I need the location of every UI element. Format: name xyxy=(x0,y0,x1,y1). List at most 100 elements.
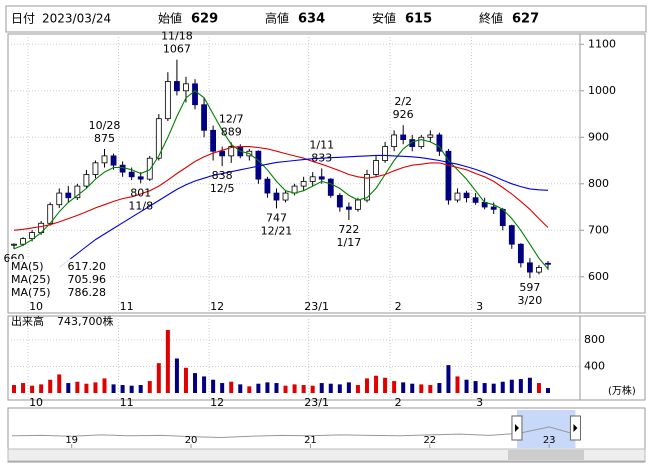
volume-bar xyxy=(546,388,550,393)
volume-bar xyxy=(120,385,125,393)
volume-bar xyxy=(156,363,161,393)
volume-bar xyxy=(30,385,35,393)
volume-bar xyxy=(220,383,225,393)
candle-body xyxy=(300,181,307,187)
volume-bar xyxy=(147,381,152,393)
candle-body xyxy=(391,134,398,147)
annotation-value: 838 xyxy=(212,169,233,182)
x-tick-label: 23/1 xyxy=(304,300,329,313)
x-tick-label: 11 xyxy=(120,396,134,409)
candle-body xyxy=(400,134,407,141)
annotation-value: 747 xyxy=(266,211,287,224)
candle-body xyxy=(382,146,388,161)
nav-line xyxy=(11,426,580,439)
volume-bar xyxy=(319,383,324,393)
y-tick-label: 800 xyxy=(584,333,605,346)
candle-body xyxy=(174,81,180,92)
volume-bar xyxy=(383,377,388,393)
header-value: 627 xyxy=(512,12,539,27)
volume-bar xyxy=(310,385,315,393)
annotation-value: 722 xyxy=(338,223,359,236)
candle-body xyxy=(128,171,135,178)
volume-bar xyxy=(75,381,80,393)
candle-body xyxy=(119,164,126,173)
legend-value: 705.96 xyxy=(68,273,107,286)
volume-plot xyxy=(7,315,581,401)
volume-unit: (万株) xyxy=(608,384,636,397)
volume-bar xyxy=(21,383,26,393)
volume-bar xyxy=(328,383,333,393)
annotation-value: 597 xyxy=(519,281,540,294)
date-label: 日付 xyxy=(11,12,35,26)
volume-title: 出来高 xyxy=(11,314,44,328)
handle-arrow xyxy=(573,424,578,432)
volume-bar xyxy=(337,384,342,393)
ma-line xyxy=(58,154,549,268)
annotation-value: 1067 xyxy=(163,43,191,56)
ma-line xyxy=(13,146,549,231)
ma-line xyxy=(13,90,549,270)
candle-body xyxy=(201,104,207,131)
candle-body xyxy=(545,262,551,265)
candle-body xyxy=(508,225,515,245)
scrollbar[interactable] xyxy=(7,448,646,462)
candle-body xyxy=(282,192,289,201)
candle-body xyxy=(517,243,524,264)
x-tick-label: 11 xyxy=(120,300,134,313)
candle-body xyxy=(472,197,479,203)
legend-name: MA(25) xyxy=(11,273,51,286)
volume-bar xyxy=(491,383,496,393)
annotation-value: 875 xyxy=(94,132,115,145)
candle-body xyxy=(210,129,217,152)
x-tick-label: 2 xyxy=(395,300,402,313)
volume-bar xyxy=(129,385,134,393)
candle-body xyxy=(101,155,108,164)
x-tick-label: 10 xyxy=(29,300,43,313)
volume-bar xyxy=(165,329,170,393)
candle-body xyxy=(318,176,325,180)
volume-bar xyxy=(401,382,406,393)
volume-bar xyxy=(446,365,451,393)
y-tick-label: 600 xyxy=(588,270,609,283)
volume-bar xyxy=(482,383,487,393)
x-tick-label: 10 xyxy=(29,396,43,409)
volume-bar xyxy=(410,383,415,393)
volume-bar xyxy=(138,385,143,393)
candle-body xyxy=(291,185,298,194)
volume-bar xyxy=(509,379,514,393)
volume-bar xyxy=(536,383,541,393)
nav-label: 19 xyxy=(65,435,78,446)
y-tick-label: 400 xyxy=(584,359,605,372)
annotation-date: 11/18 xyxy=(161,30,193,43)
candle-body xyxy=(264,178,271,194)
scroll-thumb[interactable] xyxy=(508,450,584,460)
volume-bar xyxy=(283,385,288,393)
candle-body xyxy=(164,81,171,120)
y-tick-label: 900 xyxy=(588,130,609,143)
candle-body xyxy=(373,160,379,175)
candle-body xyxy=(83,174,90,187)
volume-bar xyxy=(256,383,261,393)
legend-box xyxy=(9,259,109,301)
volume-bar xyxy=(473,381,478,393)
annotation-date: 1/11 xyxy=(309,138,334,151)
candle-body xyxy=(463,192,470,199)
candle-body xyxy=(355,199,361,210)
nav-label: 21 xyxy=(304,435,317,446)
candle-body xyxy=(409,139,416,147)
annotation-date: 12/7 xyxy=(219,112,244,125)
candle-body xyxy=(427,134,434,138)
header-box xyxy=(5,5,647,33)
volume-bar xyxy=(355,385,360,393)
handle-arrow xyxy=(514,424,519,432)
candle-body xyxy=(56,192,63,206)
legend-name: MA(5) xyxy=(11,260,44,273)
volume-bar xyxy=(93,382,98,393)
volume-bar xyxy=(211,379,216,393)
candle-body xyxy=(146,157,153,180)
candle-body xyxy=(418,136,425,147)
volume-bar xyxy=(527,377,532,393)
annotation-date: 12/21 xyxy=(261,224,293,237)
